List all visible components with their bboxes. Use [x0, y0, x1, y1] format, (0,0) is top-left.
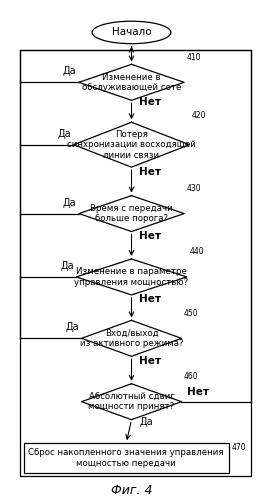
Text: Нет: Нет — [139, 97, 161, 107]
Text: Да: Да — [63, 66, 76, 76]
Text: 430: 430 — [187, 184, 201, 193]
Text: Нет: Нет — [139, 356, 161, 366]
Text: Нет: Нет — [187, 387, 209, 397]
Text: Вход/выход
из активного режима?: Вход/выход из активного режима? — [80, 329, 183, 348]
Text: Да: Да — [57, 129, 71, 139]
Text: 450: 450 — [184, 309, 199, 318]
Text: Нет: Нет — [139, 293, 161, 303]
Text: Да: Да — [63, 198, 76, 208]
Text: 460: 460 — [184, 372, 199, 381]
Text: Нет: Нет — [139, 231, 161, 242]
Text: Начало: Начало — [112, 27, 151, 37]
Text: Да: Да — [139, 417, 153, 427]
Text: Изменение в
обслуживающей сотe: Изменение в обслуживающей сотe — [82, 73, 181, 92]
Text: Время с передачи
больше порога?: Время с передачи больше порога? — [90, 204, 173, 223]
Text: Потеря
синхронизации восходящей
линии связи: Потеря синхронизации восходящей линии св… — [67, 130, 196, 160]
Text: 420: 420 — [192, 111, 206, 120]
Text: 410: 410 — [187, 53, 201, 62]
Text: Да: Да — [65, 322, 79, 332]
Text: Да: Да — [60, 261, 74, 271]
Text: 470: 470 — [231, 443, 246, 452]
Bar — [20, 50, 251, 476]
Text: 440: 440 — [189, 248, 204, 256]
Text: Нет: Нет — [139, 167, 161, 178]
Text: Абсолютный сдвиг
мощности принят?: Абсолютный сдвиг мощности принят? — [88, 392, 175, 411]
Bar — [24, 443, 229, 473]
Text: Фиг. 4: Фиг. 4 — [111, 484, 152, 497]
Text: Сброс накопленного значения управления
мощностью передачи: Сброс накопленного значения управления м… — [28, 449, 224, 468]
Text: Изменение в параметре
управления мощностью?: Изменение в параметре управления мощност… — [74, 267, 189, 286]
